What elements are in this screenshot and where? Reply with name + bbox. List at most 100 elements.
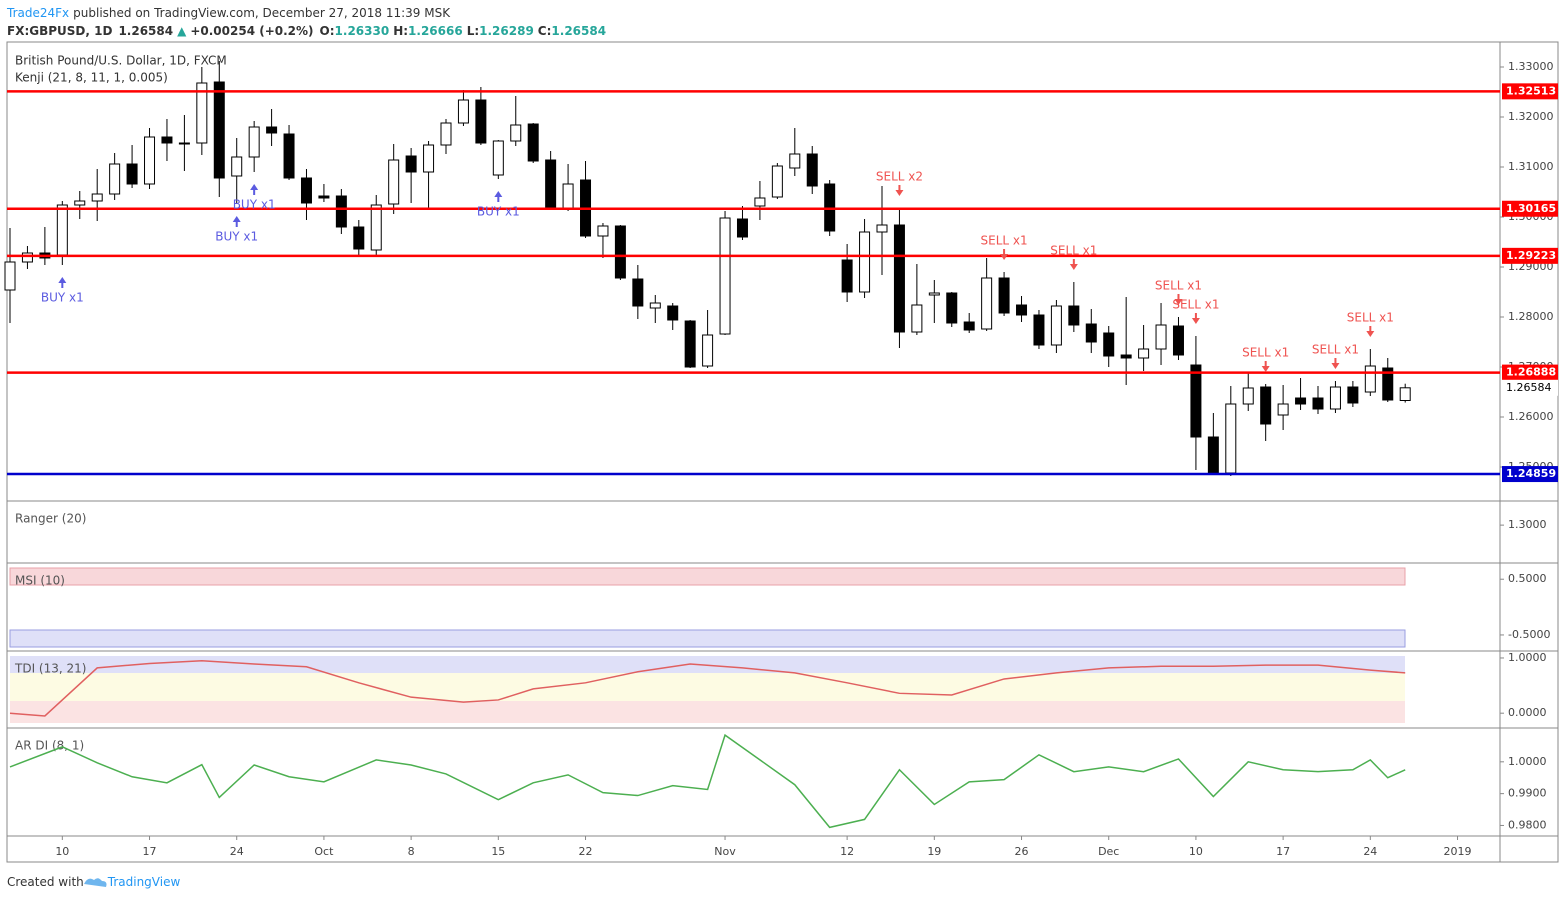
sell-signal: SELL x1 <box>1172 298 1219 312</box>
level-label: 1.26888 <box>1506 366 1556 379</box>
candle-body <box>266 126 278 134</box>
c-label: C: <box>538 24 552 38</box>
c-value: 1.26584 <box>551 24 606 38</box>
y-tick-label: 1.26000 <box>1508 410 1554 423</box>
created: Created with <box>7 875 84 889</box>
candle-body <box>213 81 225 179</box>
sell-signal: SELL x1 <box>1155 279 1202 293</box>
candle-body <box>946 292 958 324</box>
level-label-bg <box>1502 364 1558 381</box>
candle-body <box>161 136 173 144</box>
buy-arrow <box>494 191 503 202</box>
level-label-bg <box>1502 83 1558 100</box>
candle-body <box>789 153 801 169</box>
candle-body <box>457 99 469 124</box>
x-tick-label: Dec <box>1098 845 1119 858</box>
y-tick-label: 1.33000 <box>1508 60 1554 73</box>
sell-arrow <box>1331 358 1340 369</box>
candle-body <box>719 217 731 335</box>
x-tick-label: 26 <box>1015 845 1029 858</box>
candle-body <box>21 252 33 263</box>
candle-body <box>911 304 923 333</box>
buy-signal: BUY x1 <box>233 198 276 212</box>
candle-body <box>1033 314 1045 346</box>
x-tick-label: 24 <box>1363 845 1377 858</box>
y-tick-label: 0.9900 <box>1508 787 1547 800</box>
h-label: H: <box>393 24 408 38</box>
change: +0.00254 (+0.2%) <box>190 24 313 38</box>
candle-body <box>510 124 522 142</box>
o-value: 1.26330 <box>335 24 390 38</box>
symbol: FX:GBPUSD, 1D <box>7 24 112 38</box>
candle-body <box>1138 348 1150 359</box>
indicator-title: AR DI (8, 1) <box>15 739 84 753</box>
level-label-bg <box>1502 200 1558 217</box>
candle-body <box>893 224 905 333</box>
tdi-upper-band <box>10 656 1405 673</box>
candle-body <box>1260 386 1272 425</box>
candle-body <box>1085 323 1097 343</box>
chart-subtitle: Kenji (21, 8, 11, 1, 0.005) <box>15 71 168 85</box>
level-label: 1.32513 <box>1506 84 1556 97</box>
candle-body <box>928 292 940 296</box>
x-tick-label: 15 <box>491 845 505 858</box>
msi-upper-band <box>9 567 1406 586</box>
x-tick-label: 12 <box>840 845 854 858</box>
x-tick-label: Oct <box>314 845 334 858</box>
candle-body <box>1295 397 1307 405</box>
candle-body <box>126 163 138 185</box>
indicator-line <box>9 659 1406 717</box>
sell-signal: SELL x1 <box>1347 311 1394 325</box>
candle-body <box>1190 364 1202 438</box>
price-label: 1.26584 <box>1506 381 1552 394</box>
candle-body <box>527 123 539 162</box>
candle-body <box>56 204 68 256</box>
y-tick-label: 1.31000 <box>1508 160 1554 173</box>
published: published on TradingView.com, December 2… <box>73 6 451 20</box>
candle-body <box>196 82 208 144</box>
l-label: L: <box>467 24 479 38</box>
candle-body <box>353 226 365 250</box>
candle-body <box>1103 332 1115 357</box>
level-label: 1.30165 <box>1506 202 1556 215</box>
author: Trade24Fx <box>6 6 69 20</box>
h-value: 1.26666 <box>408 24 463 38</box>
y-tick-label: 0.0000 <box>1508 706 1547 719</box>
indicator-title: TDI (13, 21) <box>14 662 86 676</box>
tdi-mid-band <box>10 673 1405 701</box>
candle-body <box>963 321 975 331</box>
level-label-bg <box>1502 247 1558 264</box>
candle-body <box>74 200 86 206</box>
candle-body <box>1312 397 1324 410</box>
candle-body <box>423 144 435 173</box>
x-tick-label: 8 <box>408 845 415 858</box>
indicator-title: MSI (10) <box>15 574 65 588</box>
brand-logo <box>84 878 107 887</box>
y-tick-label: 1.32000 <box>1508 110 1554 123</box>
sell-signal: SELL x1 <box>1050 244 1097 258</box>
candle-body <box>1050 305 1062 346</box>
candle-body <box>667 305 679 321</box>
sell-signal: SELL x2 <box>876 170 923 184</box>
x-tick-label: Nov <box>714 845 736 858</box>
footer-created: Created with TradingView <box>7 875 180 889</box>
buy-signal: BUY x1 <box>477 205 520 219</box>
buy-arrow <box>58 277 67 288</box>
o-label: O: <box>320 24 335 38</box>
sell-arrow <box>1261 361 1270 372</box>
candle-body <box>597 225 609 237</box>
candle-body <box>562 183 574 209</box>
indicator-line <box>9 733 1406 829</box>
candle-body <box>335 195 347 228</box>
sell-arrow <box>1069 259 1078 270</box>
candle-body <box>91 193 103 202</box>
candle-body <box>475 99 487 144</box>
candle-body <box>1277 403 1289 416</box>
sell-arrow <box>1174 294 1183 305</box>
candle-body <box>632 278 644 307</box>
sell-signal: SELL x1 <box>1242 346 1289 360</box>
buy-arrow <box>232 216 241 227</box>
candle-body <box>1329 386 1341 410</box>
candle-body <box>440 122 452 146</box>
candle-body <box>1155 324 1167 350</box>
